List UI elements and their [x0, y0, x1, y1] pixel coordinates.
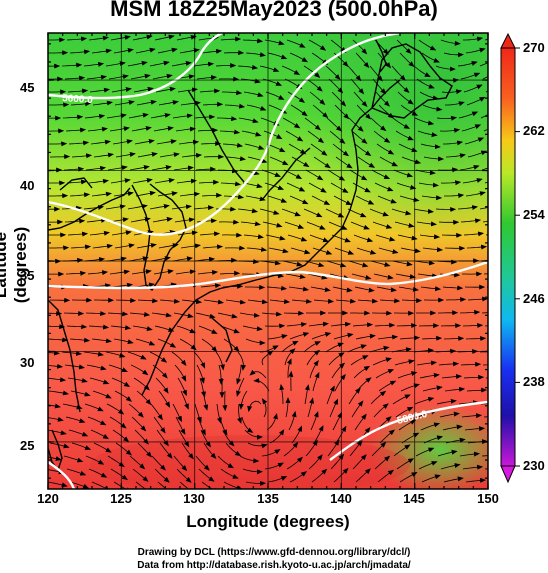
credit-drawing: Drawing by DCL (https://www.gfd-dennou.o…: [137, 547, 411, 558]
x-tick-label: 130: [183, 491, 205, 506]
x-tick-label: 140: [330, 491, 352, 506]
y-tick-label: 35: [20, 268, 35, 283]
credit-data: Data from http://database.rish.kyoto-u.a…: [137, 560, 411, 571]
x-tick-label: 150: [477, 491, 499, 506]
colorbar-tick-label: 238: [523, 374, 545, 389]
y-tick-label: 45: [20, 80, 35, 95]
y-tick-label: 30: [20, 355, 35, 370]
colorbar: [500, 32, 520, 484]
colorbar-tick-label: 254: [523, 207, 545, 222]
contour-label-5600: 5600.0: [62, 93, 94, 106]
temperature-field: [48, 33, 488, 489]
axis-ticks: [47, 33, 489, 489]
x-tick-label: 125: [110, 491, 132, 506]
x-tick-label: 135: [257, 491, 279, 506]
y-tick-label: 40: [20, 178, 35, 193]
colorbar-tick-label: 230: [523, 458, 545, 473]
y-tick-label: 25: [20, 438, 35, 453]
x-axis-label: Longitude (degrees): [186, 512, 350, 531]
y-axis-label: Latitude (degrees): [0, 226, 30, 304]
colorbar-tick-label: 246: [523, 291, 545, 306]
x-tick-label: 145: [403, 491, 425, 506]
colorbar-tick-label: 262: [523, 123, 545, 138]
x-tick-label: 120: [37, 491, 59, 506]
colorbar-tick-label: 270: [523, 40, 545, 55]
coastlines: [48, 39, 453, 472]
lat-lon-grid: [48, 33, 488, 489]
map-title: MSM 18Z25May2023 (500.0hPa): [110, 0, 438, 21]
height-contours: [48, 33, 488, 489]
